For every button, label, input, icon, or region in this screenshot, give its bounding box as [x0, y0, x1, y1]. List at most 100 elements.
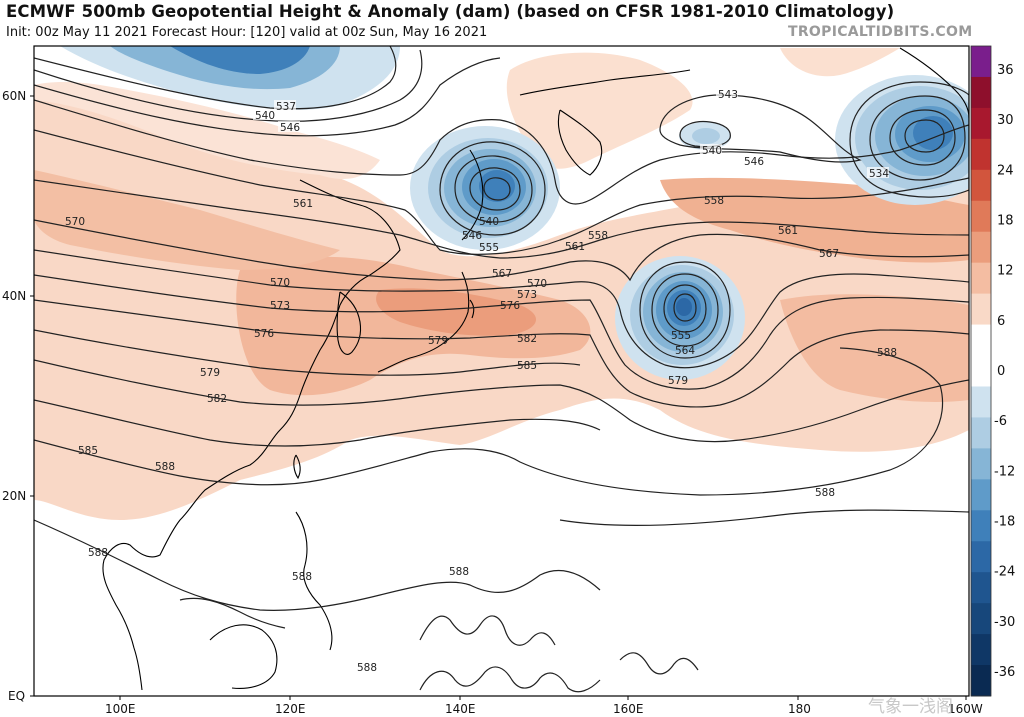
contour-label: 564	[675, 345, 695, 357]
contour-label: 540	[255, 110, 275, 122]
coastline-siberia-north	[519, 69, 691, 96]
contour-label: 582	[517, 333, 537, 345]
coastline-alaska	[899, 47, 969, 119]
negative-anomaly-northwest	[60, 46, 400, 110]
colorbar-swatch	[971, 200, 991, 233]
contour-546-north	[34, 57, 501, 137]
contour-label: 582	[207, 393, 227, 405]
contour-label: 585	[78, 445, 98, 457]
coastline-kamchatka	[557, 109, 603, 176]
contour-alaska-2	[869, 95, 966, 181]
contour-jet-2	[34, 129, 969, 255]
lon-label-160e: 160E	[613, 702, 644, 716]
contour-label: 558	[588, 230, 608, 242]
colorbar-swatch	[971, 386, 991, 418]
contour-561	[34, 179, 969, 259]
contour-label: 555	[479, 242, 499, 254]
contour-bering-540	[679, 120, 731, 148]
colorbar-outline	[970, 45, 992, 697]
contour-label: 546	[280, 122, 300, 134]
colorbar-swatch	[971, 46, 991, 78]
contour-label: 570	[65, 216, 85, 228]
longitude-axis: 100E 120E 140E 160E 180 160W	[105, 696, 983, 716]
contour-alaska-1	[849, 81, 969, 198]
contour-label: 534	[869, 168, 889, 180]
contour-label: 588	[449, 566, 469, 578]
contour-label: 579	[668, 375, 688, 387]
colorbar-swatch	[971, 293, 991, 326]
colorbar-tick-label: 18	[997, 214, 1014, 229]
colorbar-tick-label: 6	[997, 314, 1005, 329]
contour-label: 588	[357, 662, 377, 674]
contour-label: 588	[815, 487, 835, 499]
positive-anomaly-deep-core	[376, 288, 537, 336]
coastline-borneo	[209, 624, 278, 689]
anomaly-shading	[34, 46, 969, 520]
colorbar	[970, 45, 992, 697]
contour-pacific-3	[663, 284, 707, 333]
contour-567	[34, 219, 969, 282]
contour-label: 570	[270, 277, 290, 289]
contour-sakhalin-1	[439, 141, 546, 236]
colorbar-swatch	[971, 634, 991, 666]
coastline-philippines	[295, 511, 333, 651]
contour-588-squiggle-2	[419, 666, 601, 693]
contour-label: 585	[517, 360, 537, 372]
contour-588-main	[34, 347, 944, 496]
contour-588-squiggle-3	[619, 652, 699, 675]
contour-sakhalin-2	[454, 155, 533, 223]
positive-anomaly-northeast	[506, 52, 693, 169]
contour-label: 540	[479, 216, 499, 228]
contour-label: 558	[704, 195, 724, 207]
lon-label-140e: 140E	[445, 702, 476, 716]
coastline-taiwan	[293, 454, 301, 480]
contour-label: 570	[527, 278, 547, 290]
colorbar-tick-label: -36	[994, 665, 1015, 680]
lat-label-20n: 20N	[2, 489, 26, 503]
lon-label-180: 180	[788, 702, 811, 716]
colorbar-swatch	[971, 324, 991, 357]
site-credit: TROPICALTIDBITS.COM	[788, 24, 973, 40]
contour-588-east	[559, 509, 969, 527]
contour-alaska-3	[889, 109, 956, 166]
contour-579-west	[34, 329, 581, 376]
contour-alaska-4	[904, 119, 945, 153]
contour-label: 546	[462, 230, 482, 242]
lat-label-eq: EQ	[8, 689, 25, 703]
contour-sakhalin-4	[483, 177, 511, 201]
contour-588-squiggle-4	[179, 597, 286, 629]
contour-label: 573	[270, 300, 290, 312]
colorbar-tick-label: 36	[997, 63, 1014, 78]
contour-582	[34, 359, 969, 443]
colorbar-swatch	[971, 510, 991, 542]
colorbar-swatch	[971, 169, 991, 202]
contour-label: 561	[778, 225, 798, 237]
contour-label: 576	[500, 300, 520, 312]
negative-anomaly-sakhalin	[410, 126, 560, 250]
colorbar-tick-label: -12	[994, 464, 1015, 479]
colorbar-tick-label: -24	[994, 565, 1015, 580]
contour-pacific-4	[673, 293, 697, 322]
contour-label: 540	[702, 145, 722, 157]
contour-pacific-2	[651, 273, 719, 347]
contour-585	[34, 399, 601, 447]
contour-label: 537	[276, 101, 296, 113]
map-subtitle: Init: 00z May 11 2021 Forecast Hour: [12…	[6, 25, 488, 40]
colorbar-tick-label: 24	[997, 163, 1014, 178]
contour-570	[34, 249, 969, 369]
contour-jet-1	[34, 99, 969, 205]
contour-label: 588	[88, 547, 108, 559]
colorbar-swatch	[971, 572, 991, 604]
colorbar-swatch	[971, 231, 991, 264]
contour-label: 567	[819, 248, 839, 260]
lat-label-60n: 60N	[2, 89, 26, 103]
contour-label: 576	[254, 328, 274, 340]
lon-label-160w: 160W	[948, 702, 983, 716]
contour-label: 561	[565, 241, 585, 253]
colorbar-tick-label: -30	[994, 615, 1015, 630]
contour-label: 579	[200, 367, 220, 379]
lat-label-40n: 40N	[2, 289, 26, 303]
colorbar-tick-label: -6	[994, 414, 1007, 429]
negative-anomaly-bering-small	[679, 122, 731, 150]
colorbar-swatch	[971, 541, 991, 573]
